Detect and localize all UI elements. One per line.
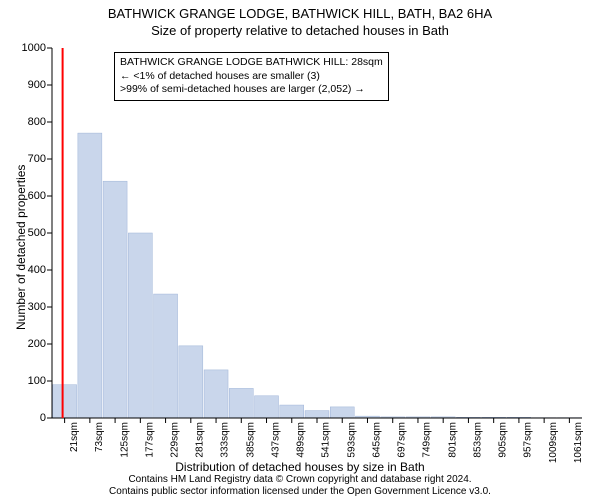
x-tick-label: 125sqm xyxy=(119,422,130,458)
x-tick-label: 853sqm xyxy=(472,422,483,458)
x-tick-label: 593sqm xyxy=(346,422,357,458)
y-tick-label: 300 xyxy=(28,301,46,313)
x-tick-label: 437sqm xyxy=(271,422,282,458)
x-tick-label: 1009sqm xyxy=(548,422,559,463)
x-tick-label: 957sqm xyxy=(523,422,534,458)
x-tick-label: 229sqm xyxy=(170,422,181,458)
bar xyxy=(78,133,102,418)
y-tick-label: 800 xyxy=(28,116,46,128)
y-tick-labels: 01002003004005006007008009001000 xyxy=(0,48,48,418)
plot-area: BATHWICK GRANGE LODGE BATHWICK HILL: 28s… xyxy=(52,48,582,418)
footer-line2: Contains public sector information licen… xyxy=(0,486,600,498)
bar xyxy=(128,233,152,418)
x-axis-label: Distribution of detached houses by size … xyxy=(0,460,600,474)
bar xyxy=(280,405,304,418)
y-tick-label: 500 xyxy=(28,227,46,239)
x-tick-label: 489sqm xyxy=(296,422,307,458)
y-tick-label: 900 xyxy=(28,79,46,91)
plot-svg xyxy=(52,48,582,418)
title-line2: Size of property relative to detached ho… xyxy=(0,23,600,38)
x-tick-label: 541sqm xyxy=(321,422,332,458)
annotation-box: BATHWICK GRANGE LODGE BATHWICK HILL: 28s… xyxy=(114,52,389,101)
x-tick-label: 749sqm xyxy=(422,422,433,458)
y-tick-label: 0 xyxy=(40,412,46,424)
y-tick-label: 600 xyxy=(28,190,46,202)
bar xyxy=(330,407,354,418)
y-tick-label: 400 xyxy=(28,264,46,276)
bar xyxy=(255,396,279,418)
x-tick-label: 801sqm xyxy=(447,422,458,458)
footer: Contains HM Land Registry data © Crown c… xyxy=(0,474,600,498)
x-tick-label: 73sqm xyxy=(94,422,105,452)
x-tick-label: 385sqm xyxy=(245,422,256,458)
bar xyxy=(305,411,329,418)
x-tick-label: 645sqm xyxy=(371,422,382,458)
x-tick-labels: 21sqm 73sqm 125sqm 177sqm 229sqm 281sqm 333sqm… xyxy=(52,418,582,462)
bar xyxy=(53,385,77,418)
y-tick-label: 200 xyxy=(28,338,46,350)
annotation-line2: ← <1% of detached houses are smaller (3) xyxy=(120,70,383,84)
bar xyxy=(179,346,203,418)
chart-container: BATHWICK GRANGE LODGE, BATHWICK HILL, BA… xyxy=(0,0,600,500)
x-tick-label: 905sqm xyxy=(498,422,509,458)
y-tick-label: 1000 xyxy=(22,42,46,54)
x-tick-label: 697sqm xyxy=(397,422,408,458)
annotation-line1: BATHWICK GRANGE LODGE BATHWICK HILL: 28s… xyxy=(120,56,383,70)
y-tick-label: 700 xyxy=(28,153,46,165)
bar xyxy=(229,388,253,418)
y-tick-label: 100 xyxy=(28,375,46,387)
bar xyxy=(103,181,127,418)
x-tick-label: 281sqm xyxy=(195,422,206,458)
x-tick-label: 1061sqm xyxy=(573,422,584,463)
x-tick-label: 177sqm xyxy=(144,422,155,458)
title-block: BATHWICK GRANGE LODGE, BATHWICK HILL, BA… xyxy=(0,0,600,38)
footer-line1: Contains HM Land Registry data © Crown c… xyxy=(0,474,600,486)
annotation-line3: >99% of semi-detached houses are larger … xyxy=(120,83,383,97)
x-tick-label: 21sqm xyxy=(69,422,80,452)
title-line1: BATHWICK GRANGE LODGE, BATHWICK HILL, BA… xyxy=(0,6,600,21)
bar xyxy=(154,294,178,418)
bar xyxy=(204,370,228,418)
x-tick-label: 333sqm xyxy=(220,422,231,458)
